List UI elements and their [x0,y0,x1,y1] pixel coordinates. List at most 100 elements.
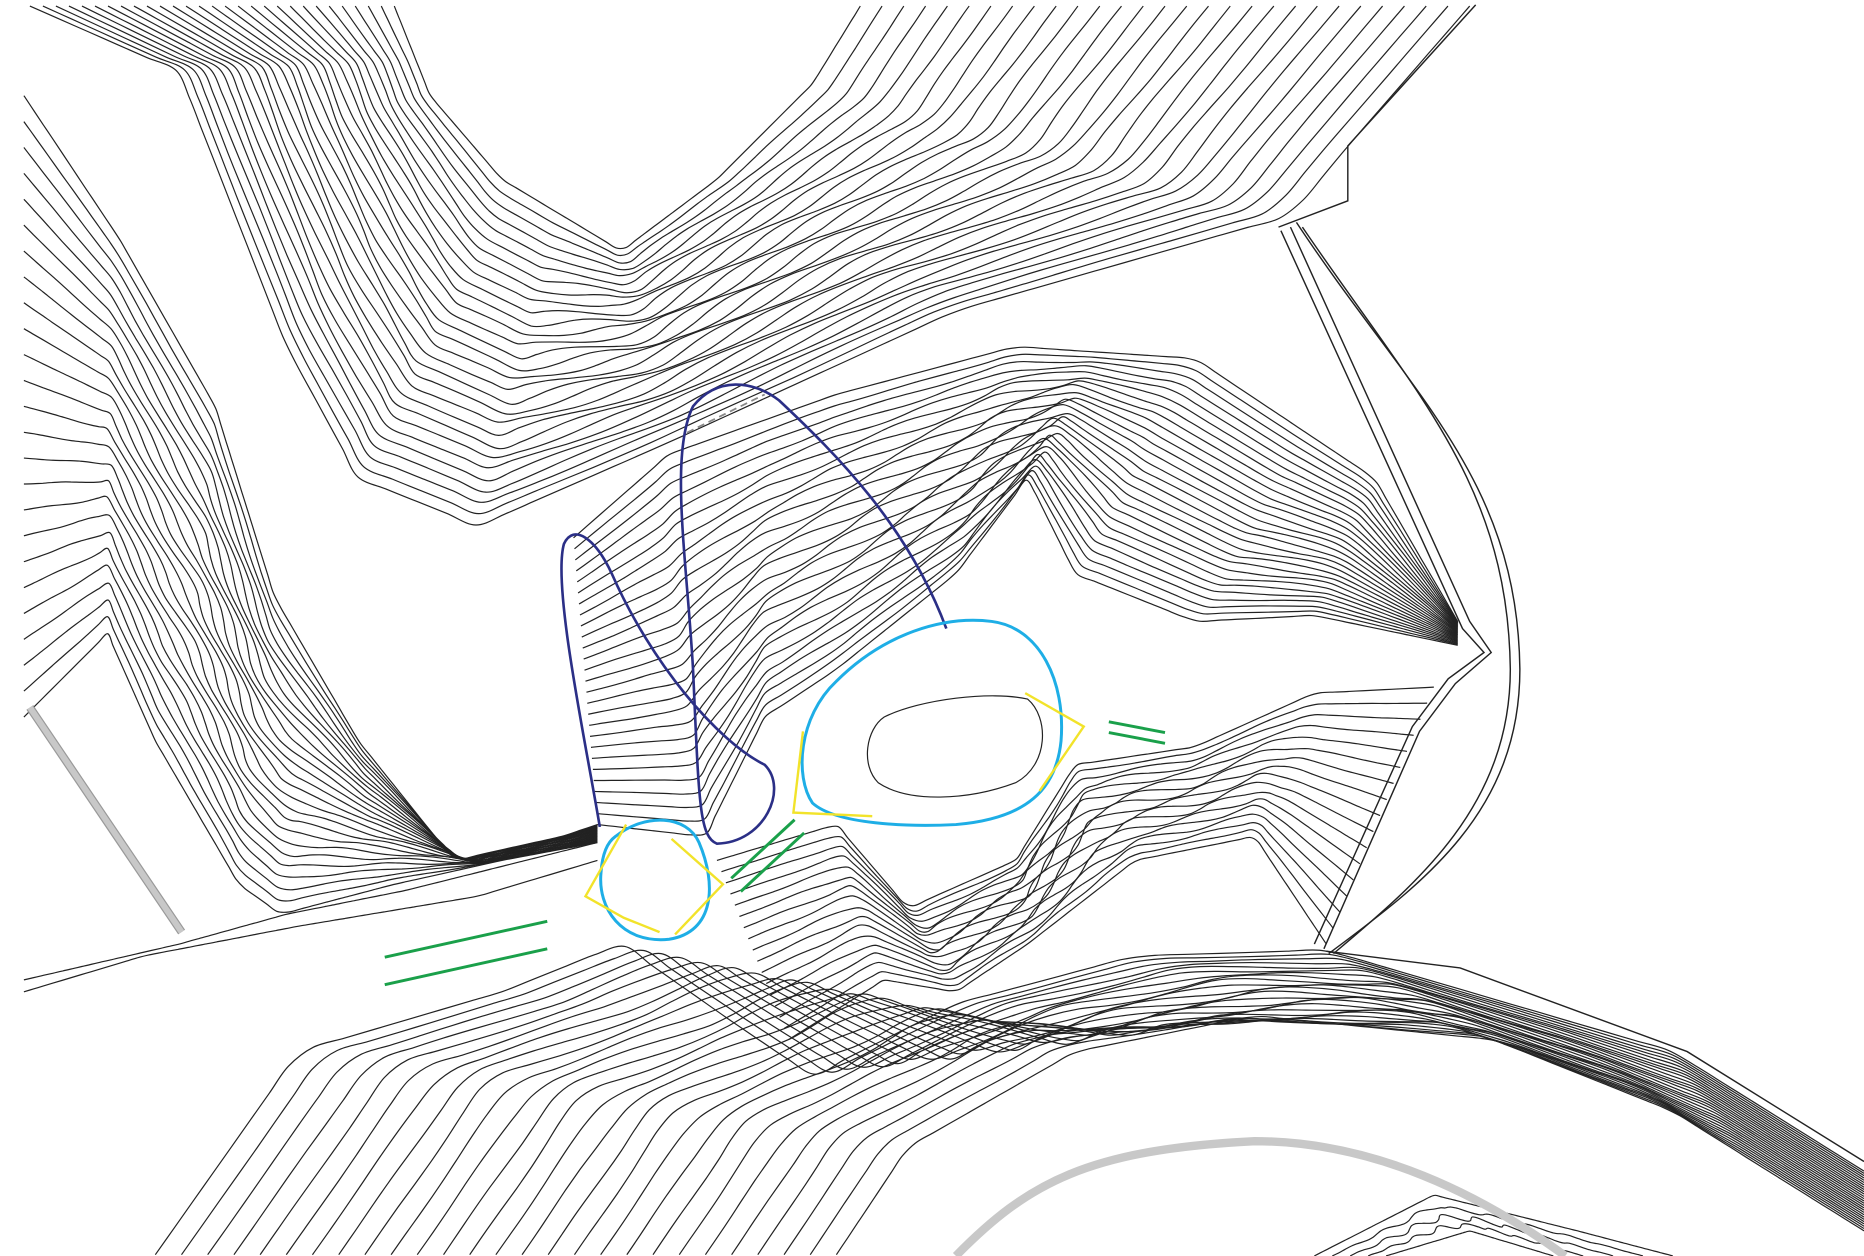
contour-line [573,346,1459,622]
contour-line [748,765,1387,944]
contour-line [590,446,1458,748]
contour-line [23,328,598,861]
contour-line [181,949,1864,1256]
zone-outline [599,818,711,942]
contour-line [725,714,1421,916]
contour-line [23,859,598,993]
contour-line [237,5,1122,345]
contour-line [364,977,1864,1256]
contour-line [23,405,598,860]
contour-line [584,413,1459,671]
contour-line [739,747,1401,933]
contour-line [600,1008,1864,1256]
contour-line [154,945,1864,1256]
marker-line [1108,731,1166,745]
contour-line [783,1018,1864,1256]
contour-line [547,998,1864,1256]
contour-line [393,5,861,250]
contour-line [596,474,1458,822]
contour-line [224,5,1144,360]
contour-line [734,736,1408,929]
contour-line [588,432,1459,715]
contour-line [263,5,1079,328]
marker-line [384,947,548,987]
contour-line [120,5,1318,450]
boundaries [1278,4,1864,1163]
contour-line [259,961,1864,1256]
contour-line [233,956,1864,1256]
road [952,1137,1568,1256]
contour-line [582,398,1459,649]
contour-line [42,5,1449,515]
routes [384,383,1166,987]
zone-polygon [792,731,873,818]
contour-line [573,1003,1864,1256]
boundary-line [1326,950,1864,1163]
contour-line [587,425,1459,704]
contour-line [23,633,598,913]
contour-line [23,302,598,860]
contour-line [752,772,1381,951]
contour-lines [23,5,1864,1256]
contour-line [835,1015,1864,1256]
contour-line [311,966,1864,1256]
contour-line [68,5,1405,493]
contour-line [23,564,598,868]
contour-line [443,986,1864,1256]
contour-line [146,5,1275,423]
contour-line [585,416,1459,682]
route-dashed [686,393,766,434]
contour-line [577,377,1459,627]
contour-line [107,5,1340,459]
contour-line [1332,1206,1644,1256]
contour-line [172,5,1231,405]
contour-line [730,724,1414,922]
contour-line [285,965,1864,1256]
contour-line [341,5,948,277]
contour-line [574,360,1459,624]
zone-polygon [1024,692,1086,792]
contour-line [23,250,598,861]
contour-line [23,616,598,902]
boundary-line [1278,4,1477,228]
contour-line [23,514,598,863]
terrain-inner [866,695,1044,798]
contour-line [575,365,1459,625]
zone-outline [800,618,1064,827]
contour-line [23,531,598,864]
contour-line [302,5,1014,298]
contour-line [23,431,598,862]
contour-line [1349,1213,1614,1256]
contour-line [23,599,598,891]
contour-line [367,5,905,264]
contour-line [495,993,1864,1256]
marker-line [384,919,548,959]
contour-line [770,804,1354,996]
contour-line [597,479,1458,836]
contour-line [23,841,598,981]
boundary-line [1289,226,1493,950]
contour-line [757,781,1374,962]
contour-line [766,798,1361,985]
boundary-line [1280,230,1486,945]
contour-line [576,370,1459,626]
contour-line [779,822,1341,1018]
contour-line [55,5,1427,503]
contour-line [380,5,883,257]
contour-line [94,5,1362,469]
contour-line [198,5,1188,379]
contour-line [23,198,598,860]
contour-line [579,383,1459,629]
contour-line [23,582,598,878]
contour-line [783,829,1334,1029]
boundary-arc [1301,226,1512,955]
contour-line [583,404,1459,660]
contour-line [23,147,598,860]
contour-line [593,459,1458,782]
route-loop [560,383,948,845]
marker-line [730,818,796,880]
marker-line [1108,720,1166,735]
contour-line [586,417,1459,693]
contour-line [591,451,1458,759]
contour-line [23,457,598,863]
